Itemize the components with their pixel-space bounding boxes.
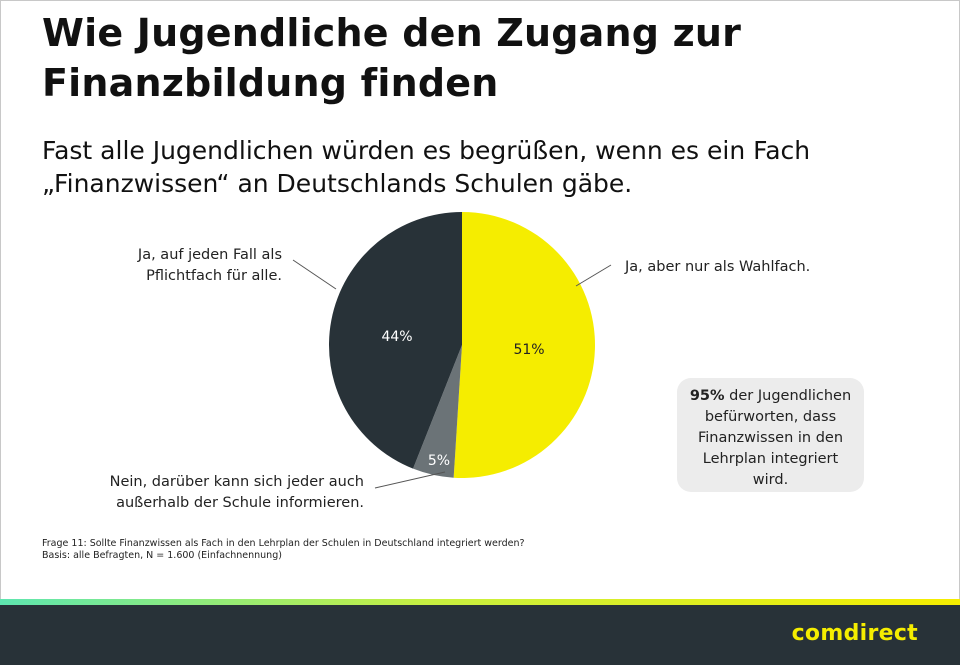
footnote: Frage 11: Sollte Finanzwissen als Fach i… [42, 538, 525, 562]
label-nein-line2: außerhalb der Schule informieren. [116, 495, 364, 511]
callout-line5: wird. [752, 472, 789, 488]
label-wahlfach: Ja, aber nur als Wahlfach. [625, 259, 811, 275]
footnote-basis: Basis: alle Befragten, N = 1.600 (Einfac… [42, 550, 282, 561]
brand-logo: comdirect [791, 621, 918, 646]
page-subtitle: Fast alle Jugendlichen würden es begrüße… [42, 136, 811, 198]
label-pflichtfach: Ja, auf jeden Fall als Pflichtfach für a… [100, 245, 282, 287]
slice-nein [413, 345, 462, 478]
callout-line4: Lehrplan integriert [702, 451, 839, 467]
label-nein: Nein, darüber kann sich jeder auch außer… [60, 472, 364, 514]
callout-line3: Finanzwissen in den [697, 430, 844, 446]
label-pflichtfach-line1: Ja, auf jeden Fall als [137, 247, 282, 263]
footer-bar [0, 605, 960, 665]
callout-line1: 95% der Jugendlichen [687, 386, 854, 407]
label-pflichtfach-line2: Pflichtfach für alle. [146, 268, 282, 284]
value-label-nein: 5% [428, 453, 450, 469]
gradient-strip [0, 599, 960, 605]
slice-pflichtfach [328, 212, 462, 469]
leader-line-wahlfach [575, 264, 612, 287]
label-nein-line1: Nein, darüber kann sich jeder auch [109, 474, 364, 490]
page-title: Wie Jugendliche den Zugang zur Finanzbil… [42, 11, 742, 105]
value-label-wahlfach: 51% [513, 342, 544, 358]
value-label-pflichtfach: 44% [381, 329, 412, 345]
callout-highlight: 95% [689, 388, 725, 404]
callout-box: 95% der Jugendlichen befürworten, dass F… [677, 378, 864, 492]
slice-wahlfach [453, 212, 596, 478]
footnote-question: Frage 11: Sollte Finanzwissen als Fach i… [42, 538, 525, 549]
leader-line-pflichtfach [292, 259, 337, 290]
callout-line1-rest: der Jugendlichen [724, 388, 852, 404]
leader-line-nein [374, 471, 446, 489]
callout-line2: befürworten, dass [704, 409, 837, 425]
